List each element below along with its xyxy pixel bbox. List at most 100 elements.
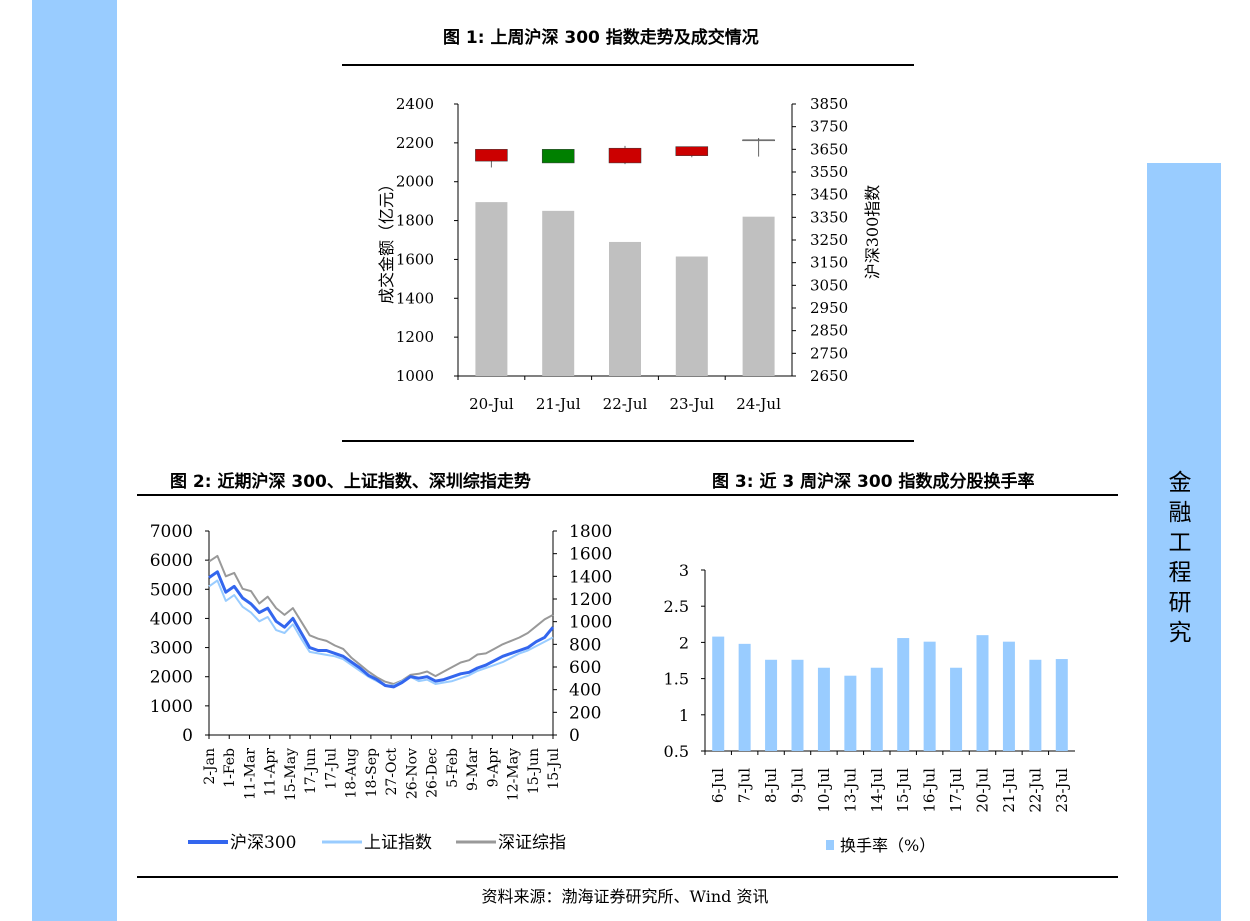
- fig3-x-tick-label: 13-Jul: [841, 768, 859, 813]
- fig2-x-tick-label: 18-Sep: [364, 748, 380, 797]
- fig3-bar: [738, 643, 751, 751]
- fig2-x-tick-label: 15-May: [283, 748, 299, 801]
- fig1-volume-bar: [675, 256, 708, 376]
- fig2-x-tick-label: 11-Mar: [242, 748, 258, 800]
- fig1-x-tick-label: 20-Jul: [469, 395, 514, 413]
- fig2-right-tick-label: 400: [569, 681, 601, 701]
- fig3-y-tick-label: 1: [679, 706, 689, 725]
- fig1-right-tick-label: 3150: [810, 254, 848, 272]
- fig2-title: 图 2: 近期沪深 300、上证指数、深圳综指走势: [170, 472, 531, 492]
- fig2-x-tick-label: 1-Feb: [222, 748, 238, 788]
- fig1-volume-bar: [742, 216, 775, 376]
- section-label-char: 融: [1168, 500, 1192, 526]
- fig1-volume-bar: [475, 202, 508, 376]
- fig1-candle-body: [475, 149, 508, 162]
- fig1-candle-body: [675, 146, 709, 156]
- fig2-series-line: [208, 570, 555, 689]
- fig2-series-line: [208, 554, 554, 685]
- fig1-top-rule: [342, 64, 914, 66]
- fig2-legend-label: 上证指数: [364, 833, 432, 853]
- fig1-x-tick-label: 22-Jul: [603, 395, 648, 413]
- fig3-x-tick-label: 9-Jul: [789, 768, 807, 803]
- fig3-bar: [950, 667, 963, 751]
- fig3-bar: [1055, 659, 1068, 751]
- fig2-left-tick-label: 0: [182, 726, 193, 746]
- fig3-legend-label: 换手率（%）: [840, 836, 935, 855]
- fig2-x-tick-label: 18-Aug: [344, 748, 360, 799]
- fig3-x-tick-label: 7-Jul: [736, 768, 754, 803]
- source-rule: [137, 876, 1118, 878]
- fig1-volume-bar: [542, 210, 575, 376]
- fig2-x-tick-label: 2-Jan: [202, 748, 218, 785]
- fig1-left-tick-label: 1600: [396, 250, 434, 268]
- fig2-left-tick-label: 2000: [150, 668, 193, 688]
- right-side-band: [1147, 163, 1221, 921]
- fig1-left-tick-label: 1800: [396, 212, 434, 230]
- fig3-y-tick-label: 3: [679, 561, 689, 580]
- fig2-left-tick-label: 5000: [150, 580, 193, 600]
- fig3-title: 图 3: 近 3 周沪深 300 指数成分股换手率: [712, 472, 1035, 492]
- fig3-bar: [765, 659, 778, 751]
- fig2-right-tick-label: 200: [569, 703, 601, 723]
- fig3-x-tick-label: 8-Jul: [762, 768, 780, 803]
- left-side-band: [32, 0, 117, 921]
- fig3-bar: [791, 659, 804, 751]
- fig2-x-tick-label: 27-Oct: [384, 748, 400, 796]
- fig2-x-tick-label: 5-Feb: [445, 748, 461, 788]
- fig1-left-axis-label: 成交金额（亿元）: [377, 176, 396, 304]
- fig1-x-tick-label: 24-Jul: [736, 395, 781, 413]
- fig1-candle-body: [742, 139, 775, 142]
- fig1-left-tick-label: 2200: [396, 134, 434, 152]
- section-label-char: 金: [1168, 470, 1192, 496]
- section-label-char: 程: [1168, 560, 1192, 586]
- fig2-x-tick-label: 15-Jun: [526, 748, 542, 794]
- fig1-volume-bar: [609, 241, 641, 376]
- fig2-left-tick-label: 3000: [150, 639, 193, 659]
- fig1-bottom-rule: [342, 440, 914, 442]
- fig1-x-tick-label: 21-Jul: [536, 395, 581, 413]
- fig1-x-tick-label: 23-Jul: [669, 395, 714, 413]
- fig1-left-tick-label: 1000: [396, 367, 434, 385]
- fig3-bar: [923, 641, 936, 751]
- fig2-x-tick-label: 17-Jul: [323, 747, 339, 789]
- fig1-right-tick-label: 3550: [810, 163, 848, 181]
- fig1-right-tick-label: 3350: [810, 208, 848, 226]
- fig1-title: 图 1: 上周沪深 300 指数走势及成交情况: [443, 28, 759, 48]
- fig2-x-tick-label: 15-Jul: [546, 747, 562, 789]
- fig1-left-tick-label: 2400: [396, 95, 434, 113]
- fig1-right-tick-label: 3450: [810, 186, 848, 204]
- fig1-right-tick-label: 2750: [810, 344, 848, 362]
- fig1-right-tick-label: 3250: [810, 231, 848, 249]
- fig3-bar: [976, 635, 989, 751]
- fig1-right-tick-label: 2850: [810, 322, 848, 340]
- fig2-x-tick-label: 9-Apr: [485, 748, 501, 788]
- fig2-x-tick-label: 26-Nov: [404, 748, 420, 799]
- fig2-right-tick-label: 1600: [569, 545, 612, 565]
- fig2-left-tick-label: 4000: [150, 609, 193, 629]
- section-label-char: 工: [1168, 530, 1192, 556]
- fig1-right-tick-label: 2650: [810, 367, 848, 385]
- fig2-legend-label: 沪深300: [230, 833, 296, 853]
- fig2-x-tick-label: 26-Dec: [425, 748, 441, 798]
- fig1-right-tick-label: 3050: [810, 276, 848, 294]
- fig1-right-tick-label: 3750: [810, 118, 848, 136]
- fig3-legend-swatch: [826, 840, 834, 850]
- fig3-bar: [844, 675, 857, 751]
- fig3-x-tick-label: 22-Jul: [1026, 768, 1044, 813]
- fig2-right-tick-label: 600: [569, 658, 601, 678]
- fig1-right-tick-label: 3850: [810, 95, 848, 113]
- fig2-right-tick-label: 0: [569, 726, 580, 746]
- fig2-left-tick-label: 6000: [150, 551, 193, 571]
- fig3-bar: [1029, 659, 1042, 751]
- fig3-y-tick-label: 1.5: [664, 670, 689, 689]
- fig2-x-tick-label: 12-May: [506, 748, 522, 801]
- fig1-left-tick-label: 1200: [396, 328, 434, 346]
- fig3-y-tick-label: 2: [679, 633, 689, 652]
- fig2-right-tick-label: 1200: [569, 590, 612, 610]
- fig1-left-tick-label: 1400: [396, 289, 434, 307]
- fig2-right-tick-label: 1000: [569, 613, 612, 633]
- section-label-char: 究: [1168, 620, 1192, 646]
- fig2-x-tick-label: 11-Apr: [263, 748, 279, 797]
